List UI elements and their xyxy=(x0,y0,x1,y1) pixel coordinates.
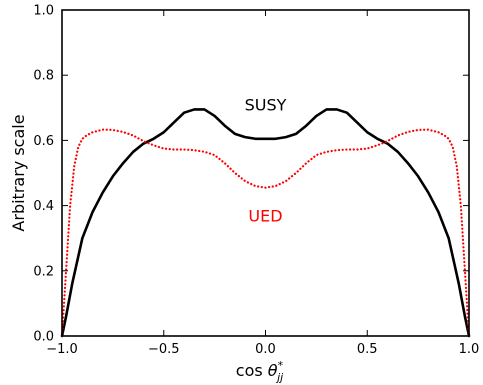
annotation-ued: UED xyxy=(248,206,282,225)
series-line-1 xyxy=(60,108,471,338)
x-axis-title-prefix: cos xyxy=(236,361,268,380)
x-axis-title-superscript: * xyxy=(278,359,284,372)
axis-ticks: −1.0 −0.5 0.0 0.5 1.0 0.0 0.2 0.4 0.6 0.8 1.0 xyxy=(33,4,479,358)
y-axis-title: Arbitrary scale xyxy=(9,114,28,231)
annotation-susy: SUSY xyxy=(245,96,287,115)
series-line-2 xyxy=(60,128,471,338)
plot-series xyxy=(60,108,471,338)
x-tick-label: −1.0 xyxy=(46,342,78,357)
x-axis-title-symbol: θ xyxy=(268,361,278,380)
y-tick-label: 0.8 xyxy=(33,69,54,84)
x-tick-label: −0.5 xyxy=(148,342,180,357)
x-tick-label: 1.0 xyxy=(459,342,480,357)
y-tick-label: 0.6 xyxy=(33,134,54,149)
y-tick-label: 1.0 xyxy=(33,4,54,19)
plot-frame xyxy=(61,9,470,337)
y-tick-label: 0.4 xyxy=(33,199,54,214)
x-tick-label: 0.5 xyxy=(357,342,378,357)
x-axis-title-subscript: jj xyxy=(275,371,284,384)
x-tick-label: 0.0 xyxy=(255,342,276,357)
y-tick-label: 0.0 xyxy=(33,330,54,345)
y-tick-label: 0.2 xyxy=(33,264,54,279)
annotations: SUSY UED xyxy=(245,96,287,226)
x-axis-title: cos θ* jj xyxy=(236,359,284,384)
